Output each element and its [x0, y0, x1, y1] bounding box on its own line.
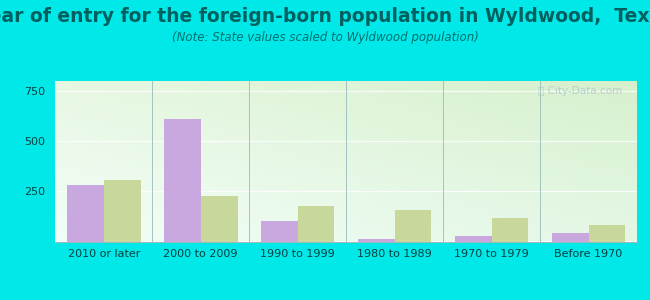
Bar [104, 180, 140, 242]
Bar [455, 236, 491, 242]
Bar [588, 225, 625, 242]
Bar [298, 206, 335, 242]
Bar [261, 221, 298, 242]
Bar [552, 233, 588, 242]
Bar [395, 210, 432, 242]
Bar [358, 239, 395, 242]
Bar [201, 196, 237, 242]
Text: ⓘ City-Data.com: ⓘ City-Data.com [538, 86, 623, 96]
Bar [67, 185, 104, 242]
Text: Year of entry for the foreign-born population in Wyldwood,  Texas: Year of entry for the foreign-born popul… [0, 8, 650, 26]
Text: (Note: State values scaled to Wyldwood population): (Note: State values scaled to Wyldwood p… [172, 32, 478, 44]
Bar [164, 119, 201, 242]
Bar [491, 218, 528, 242]
